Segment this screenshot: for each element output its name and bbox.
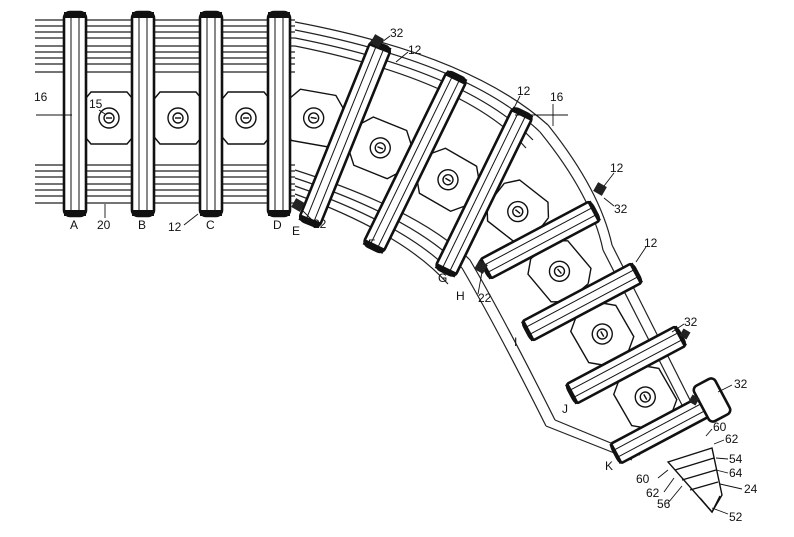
clamp-blocks <box>291 34 700 406</box>
numeral-12-c: 12 <box>610 161 624 175</box>
letter-h: H <box>456 289 465 303</box>
numeral-12-b: 12 <box>517 84 531 98</box>
numeral-60-b: 60 <box>636 472 650 486</box>
numeral-56: 56 <box>657 497 671 511</box>
numeral-64: 64 <box>729 466 743 480</box>
numeral-60-a: 60 <box>713 420 727 434</box>
ring-b <box>130 10 156 218</box>
letter-e: E <box>292 224 300 238</box>
ring-d <box>266 10 292 218</box>
ring-f <box>297 38 393 230</box>
letter-a: A <box>70 218 78 232</box>
numeral-15: 15 <box>89 97 103 111</box>
ring-i1 <box>477 199 603 281</box>
numeral-22-b: 22 <box>478 291 492 305</box>
letter-c: C <box>206 218 215 232</box>
ring-j <box>563 324 689 406</box>
numeral-16-left: 16 <box>34 90 48 104</box>
numeral-12-d: 12 <box>644 236 658 250</box>
numeral-12-a: 12 <box>408 43 422 57</box>
end-cap <box>692 377 732 423</box>
letter-g: G <box>438 271 447 285</box>
letter-b: B <box>138 218 146 232</box>
tapered-tip <box>666 447 723 514</box>
letter-d: D <box>273 218 282 232</box>
numeral-62-b: 62 <box>646 486 660 500</box>
numeral-32-b: 32 <box>614 202 628 216</box>
numeral-22-a: 22 <box>313 217 327 231</box>
ring-g <box>361 68 469 256</box>
numeral-32-a: 32 <box>390 26 404 40</box>
ring-a <box>62 10 88 218</box>
ring-c <box>198 10 224 218</box>
letter-k: K <box>605 459 613 473</box>
section-line-16 <box>36 104 568 126</box>
numeral-32-c: 32 <box>684 315 698 329</box>
numeral-20: 20 <box>97 218 111 232</box>
numeral-16-right: 16 <box>550 90 564 104</box>
letter-f: F <box>368 237 375 251</box>
ring-i2 <box>519 261 645 343</box>
numeral-12-bottom: 12 <box>168 220 182 234</box>
numeral-54: 54 <box>729 452 743 466</box>
letter-j: J <box>562 402 568 416</box>
letter-i: I <box>514 335 517 349</box>
numeral-62-a: 62 <box>725 432 739 446</box>
leader-lines <box>98 35 743 515</box>
numeral-52: 52 <box>729 510 743 524</box>
numeral-32-d: 32 <box>734 377 748 391</box>
numeral-24: 24 <box>744 482 758 496</box>
